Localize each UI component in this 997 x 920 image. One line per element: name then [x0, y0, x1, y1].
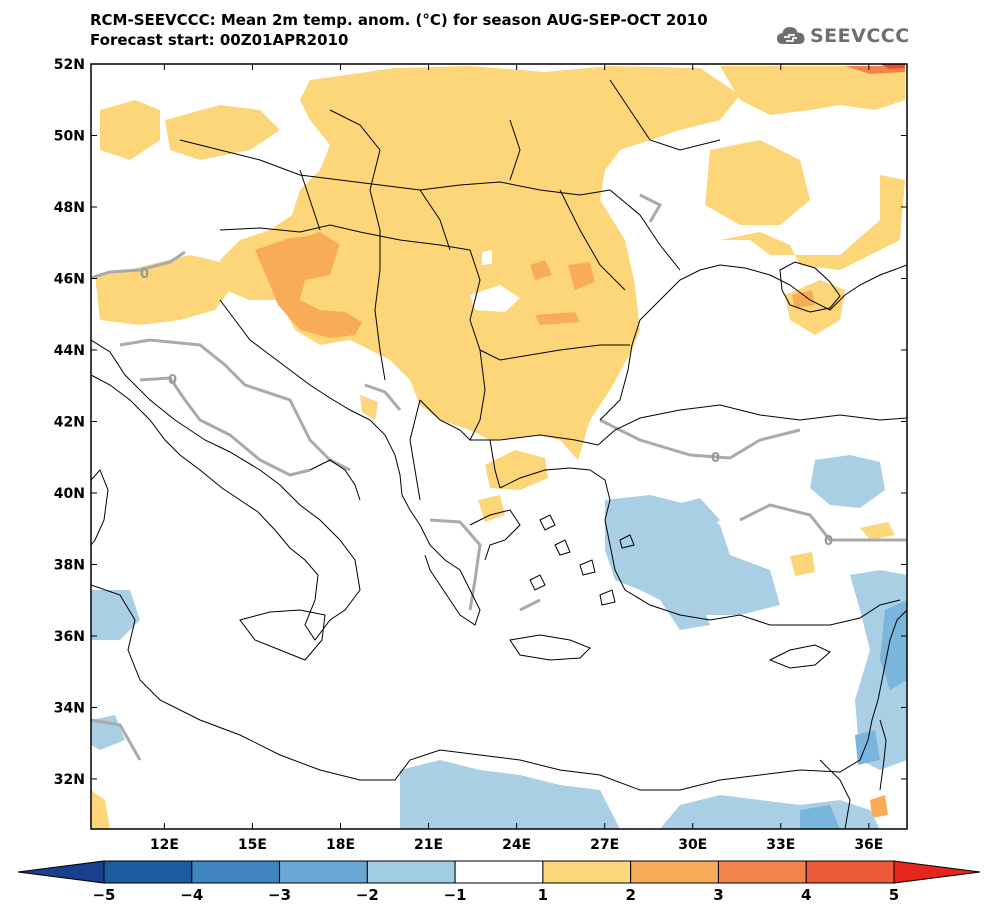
- no-anomaly-hole-romania: [470, 285, 520, 312]
- cool-anomaly-region-turkey-central: [810, 455, 885, 508]
- lat-tick-label: 46N: [54, 271, 85, 287]
- lon-tick-label: 30E: [678, 837, 707, 853]
- colorbar-high-arrow: [893, 860, 981, 884]
- contour-label: 0: [711, 451, 720, 466]
- colorbar-boxes: [103, 860, 895, 884]
- lon-tick-label: 12E: [150, 837, 179, 853]
- seevccc-logo: SEEVCCC: [776, 24, 910, 48]
- colorbar-box: [366, 860, 456, 884]
- cloud-logo-icon: [777, 27, 805, 44]
- lat-tick-label: 44N: [54, 343, 85, 359]
- warm-anomaly-region-central-europe: [220, 66, 740, 460]
- zero-contour-labels: 0 0 0 0: [140, 267, 833, 549]
- colorbar-box: [279, 860, 368, 884]
- colorbar-label: 1: [538, 886, 548, 904]
- logo-text: SEEVCCC: [810, 25, 910, 47]
- cool-anomaly-region-libya-west: [91, 590, 140, 640]
- colorbar-label: −3: [268, 886, 291, 904]
- colorbar-label: −4: [180, 886, 203, 904]
- warm-anomaly-region-northwest: [100, 100, 160, 160]
- colorbar-box: [630, 860, 719, 884]
- colorbar-box: [103, 860, 193, 884]
- warm-anomaly-core-romania-c: [535, 312, 580, 325]
- lat-tick-label: 32N: [54, 772, 85, 788]
- colorbar-box: [454, 860, 544, 884]
- contour-label: 0: [140, 267, 149, 282]
- lon-tick-label: 36E: [854, 837, 883, 853]
- plot-frame: [90, 63, 908, 830]
- colorbar-box: [191, 860, 281, 884]
- lat-tick-label: 42N: [54, 414, 85, 430]
- colorbar: −5 −4 −3 −2 −1 1 2 3 4 5: [17, 860, 981, 904]
- colorbar-box: [542, 860, 632, 884]
- warm-anomaly-region-libya-west: [91, 790, 110, 829]
- colorbar-labels: −5 −4 −3 −2 −1 1 2 3 4 5: [92, 886, 899, 904]
- warm-anomaly-region-dalmatia: [360, 395, 378, 420]
- cool-anomaly-region-turkey-west-2: [655, 498, 720, 545]
- cool-anomaly-core-levant: [880, 600, 907, 690]
- warm-anomaly-region-ukraine: [720, 66, 905, 115]
- warm-anomaly-region-turkey-small: [860, 522, 895, 540]
- warm-anomaly-core-austria: [255, 235, 362, 338]
- colorbar-label: 3: [713, 886, 723, 904]
- no-anomaly-hole-romania-small: [482, 250, 492, 265]
- warm-anomaly-core-romania-a: [530, 260, 552, 280]
- cool-anomaly-region-turkey-west: [605, 495, 780, 615]
- anomaly-fill-layer: 0 0 0 0: [91, 64, 907, 829]
- colorbar-label: −1: [444, 886, 467, 904]
- lat-tick-label: 50N: [54, 128, 85, 144]
- warm-anomaly-core-crimea: [792, 290, 815, 308]
- cool-anomaly-region-libya-east: [400, 760, 620, 829]
- longitude-axis: 12E 15E 18E 21E 24E 27E 30E 33E 36E: [150, 64, 883, 853]
- lat-tick-label: 48N: [54, 200, 85, 216]
- cool-anomaly-region-crete-sea: [660, 600, 710, 630]
- warm-anomaly-region-crimea-east: [720, 175, 905, 270]
- lon-tick-label: 24E: [502, 837, 531, 853]
- warm-anomaly-core-romania-b: [568, 262, 595, 290]
- latitude-axis: 52N 50N 48N 46N 44N 42N 40N 38N 36N 34N 32N: [54, 57, 907, 788]
- colorbar-low-arrow: [17, 860, 105, 884]
- lon-tick-label: 15E: [238, 837, 267, 853]
- zero-contour-lines: [91, 193, 907, 761]
- lat-tick-label: 52N: [54, 57, 85, 73]
- warm-anomaly-region-russia-east: [705, 140, 810, 225]
- colorbar-label: 4: [801, 886, 811, 904]
- lon-tick-label: 27E: [590, 837, 619, 853]
- colorbar-box: [717, 860, 807, 884]
- lat-tick-label: 36N: [54, 629, 85, 645]
- warm-anomaly-core-hungary: [295, 232, 340, 262]
- lat-tick-label: 40N: [54, 486, 85, 502]
- forecast-start-subtitle: Forecast start: 00Z01APR2010: [90, 31, 349, 49]
- lat-tick-label: 38N: [54, 557, 85, 573]
- coastlines-and-borders: [91, 79, 907, 829]
- lat-tick-label: 34N: [54, 700, 85, 716]
- warm-anomaly-core-ne-corner-hot: [880, 64, 905, 69]
- contour-label: 0: [168, 373, 177, 388]
- warm-anomaly-region-greece-north: [485, 450, 548, 490]
- warm-anomaly-region-chalkidiki: [478, 495, 505, 522]
- colorbar-box: [805, 860, 895, 884]
- contour-label: 0: [824, 534, 833, 549]
- warm-anomaly-region-poland: [165, 105, 280, 160]
- colorbar-label: −5: [92, 886, 115, 904]
- colorbar-label: 5: [889, 886, 899, 904]
- warm-anomaly-region-north-italy: [95, 255, 230, 325]
- lon-tick-label: 21E: [414, 837, 443, 853]
- warm-anomaly-region-turkey-south: [790, 552, 815, 576]
- map-title: RCM-SEEVCCC: Mean 2m temp. anom. (°C) fo…: [90, 11, 708, 29]
- colorbar-label: −2: [356, 886, 379, 904]
- colorbar-label: 2: [625, 886, 635, 904]
- lon-tick-label: 33E: [766, 837, 795, 853]
- warm-anomaly-core-sinai: [870, 795, 888, 818]
- lon-tick-label: 18E: [326, 837, 355, 853]
- cool-anomaly-core-egypt: [800, 805, 840, 829]
